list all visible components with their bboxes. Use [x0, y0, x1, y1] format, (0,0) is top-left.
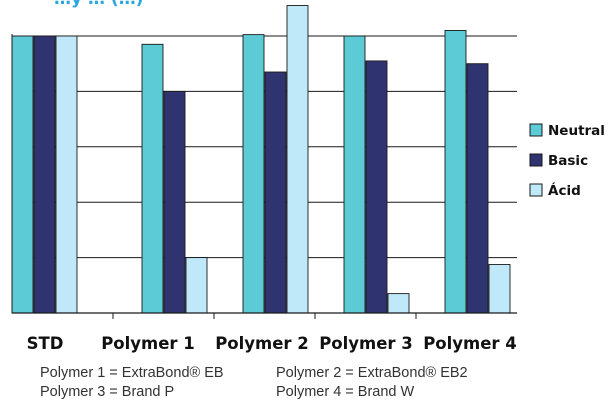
note-polymer-2: Polymer 2 = ExtraBond® EB2	[276, 365, 468, 381]
note-polymer-1: Polymer 1 = ExtraBond® EB	[40, 365, 224, 381]
bar-acid-polymer-3	[387, 293, 410, 314]
bar-basic-std	[33, 35, 56, 314]
bars	[11, 5, 511, 314]
legend-swatch-basic	[529, 153, 543, 167]
gridlines	[12, 35, 517, 314]
category-label-polymer-4: Polymer 4	[423, 334, 517, 353]
category-labels: STD Polymer 1 Polymer 2 Polymer 3 Polymer 4	[27, 334, 517, 353]
legend-swatch-acid	[529, 183, 543, 197]
axes	[11, 34, 517, 319]
bar-neutral-std	[11, 35, 34, 314]
bar-acid-polymer-4	[488, 264, 511, 314]
note-polymer-4: Polymer 4 = Brand W	[276, 384, 415, 400]
chart-title: …y … (…)	[54, 0, 143, 9]
bar-neutral-polymer-3	[343, 35, 366, 314]
legend-label-acid: Ácid	[548, 182, 581, 199]
legend: Neutral Basic Ácid	[529, 123, 605, 199]
bar-neutral-polymer-1	[141, 43, 164, 314]
bar-basic-polymer-4	[466, 63, 489, 314]
bar-basic-polymer-2	[264, 71, 287, 314]
bar-neutral-polymer-2	[242, 34, 265, 314]
bar-neutral-polymer-4	[444, 30, 467, 314]
bar-acid-polymer-2	[286, 5, 309, 314]
polymer-notes: Polymer 1 = ExtraBond® EB Polymer 2 = Ex…	[40, 365, 468, 400]
note-polymer-3: Polymer 3 = Brand P	[40, 384, 174, 400]
legend-swatch-neutral	[529, 123, 543, 137]
bar-acid-std	[55, 35, 78, 314]
bar-basic-polymer-3	[365, 60, 388, 314]
bar-acid-polymer-1	[185, 257, 208, 314]
category-label-polymer-1: Polymer 1	[101, 334, 195, 353]
category-label-polymer-2: Polymer 2	[215, 334, 309, 353]
category-label-polymer-3: Polymer 3	[319, 334, 413, 353]
category-label-std: STD	[27, 334, 64, 353]
legend-label-neutral: Neutral	[548, 123, 605, 139]
legend-label-basic: Basic	[548, 153, 588, 169]
bar-basic-polymer-1	[163, 90, 186, 314]
